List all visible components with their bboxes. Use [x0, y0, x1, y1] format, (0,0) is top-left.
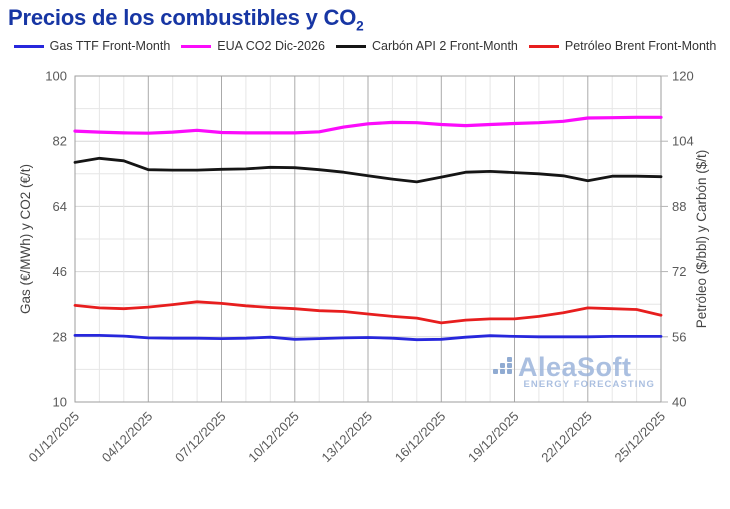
legend-line-marker-icon	[13, 44, 44, 48]
right-axis-tick-label: 88	[672, 199, 686, 214]
legend-item-carb-n-api-2-front-month[interactable]: Carbón API 2 Front-Month	[335, 39, 518, 53]
left-axis-tick-label: 28	[53, 329, 67, 344]
legend-item-gas-ttf-front-month[interactable]: Gas TTF Front-Month	[13, 39, 171, 53]
legend-line-marker-icon	[528, 44, 559, 48]
legend-item-eua-co2-dic-2026[interactable]: EUA CO2 Dic-2026	[181, 39, 325, 53]
legend-label: Gas TTF Front-Month	[49, 39, 171, 53]
x-axis-tick-label: 19/12/2025	[465, 409, 522, 466]
series-line-petr-leo-brent-front-month	[73, 300, 663, 325]
x-axis-tick-label: 16/12/2025	[392, 409, 449, 466]
series-line-carb-n-api-2-front-month	[73, 156, 663, 184]
right-axis-tick-label: 72	[672, 264, 686, 279]
plot-border	[74, 75, 662, 403]
left-axis-tick-label: 82	[53, 134, 67, 149]
x-axis-tick-label: 01/12/2025	[25, 409, 82, 466]
left-axis-tick-label: 46	[53, 264, 67, 279]
legend-item-petr-leo-brent-front-month[interactable]: Petróleo Brent Front-Month	[528, 39, 717, 53]
left-axis-tick-label: 100	[45, 69, 67, 84]
right-axis-tick-label: 120	[672, 69, 694, 84]
x-axis-tick-label: 04/12/2025	[99, 409, 156, 466]
legend-label: EUA CO2 Dic-2026	[217, 39, 325, 53]
legend-label: Petróleo Brent Front-Month	[564, 39, 717, 53]
right-axis-tick-label: 104	[672, 134, 694, 149]
legend-line-marker-icon	[335, 44, 366, 48]
legend-label: Carbón API 2 Front-Month	[371, 39, 518, 53]
x-axis-tick-label: 13/12/2025	[318, 409, 375, 466]
legend: Gas TTF Front-Month EUA CO2 Dic-2026 Carbó…	[0, 39, 730, 53]
left-axis-tick-label: 10	[53, 395, 67, 410]
legend-line-marker-icon	[181, 44, 212, 48]
x-axis-tick-label: 22/12/2025	[538, 409, 595, 466]
x-axis-tick-label: 10/12/2025	[245, 409, 302, 466]
chart-title: Precios de los combustibles y CO2	[8, 5, 364, 33]
series-line-eua-co2-dic-2026	[73, 115, 663, 135]
x-axis-tick-label: 07/12/2025	[172, 409, 229, 466]
chart-title-text: Precios de los combustibles y CO	[8, 5, 357, 30]
left-axis-title: Gas (€/MWh) y CO2 (€/t)	[18, 164, 33, 314]
right-axis-tick-label: 40	[672, 395, 686, 410]
x-axis-tick-label: 25/12/2025	[611, 409, 668, 466]
right-axis-title: Petróleo ($/bbl) y Carbón ($/t)	[694, 150, 709, 329]
series-line-gas-ttf-front-month	[73, 333, 663, 342]
chart-title-subscript: 2	[356, 18, 364, 34]
left-axis-tick-label: 64	[53, 199, 67, 214]
right-axis-tick-label: 56	[672, 329, 686, 344]
